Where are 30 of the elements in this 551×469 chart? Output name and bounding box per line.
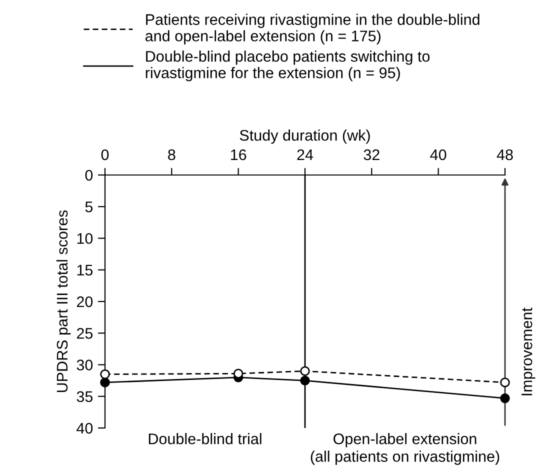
y-tick-label: 5: [85, 202, 93, 212]
y-tick-label: 10: [77, 233, 93, 244]
x-tick-label: 32: [364, 149, 380, 160]
text: Double-blind trial: [148, 433, 262, 444]
y-tick-label: 25: [76, 328, 93, 339]
point: [100, 378, 110, 388]
y-tick-label: 35: [76, 391, 93, 402]
y-tick-label: 15: [77, 264, 93, 276]
text: Improvement: [522, 308, 536, 396]
x-axis-title: Study duration (wk): [240, 130, 370, 144]
x-tick-label: 8: [168, 149, 176, 160]
x-tick-label: 16: [231, 149, 246, 160]
legend-label: Double-blind placebo patients switching to rivastigmine for the extension (n = 95): [146, 50, 430, 82]
y-tick-label: 20: [76, 296, 93, 308]
y-tick-label: 40: [76, 422, 93, 434]
point: [233, 368, 244, 378]
y-tick-label: 30: [76, 360, 93, 370]
point: [300, 376, 310, 386]
point: [500, 378, 510, 388]
x-tick-label: 24: [297, 149, 314, 160]
x-tick-label: 48: [496, 149, 513, 160]
point: [300, 366, 310, 376]
y-tick-label: 0: [85, 170, 93, 181]
legend-label: Patients receiving rivastigmine in the double-blind and open-label extension (n = 175): [146, 14, 480, 44]
text: Open-label extension (all patients on rivastigmine): [310, 433, 500, 465]
y-axis-title: UPDRS part III total scores: [56, 210, 71, 392]
point: [100, 369, 110, 380]
x-tick-label: 0: [101, 149, 109, 160]
point: [500, 393, 510, 404]
x-tick-label: 40: [430, 149, 446, 160]
